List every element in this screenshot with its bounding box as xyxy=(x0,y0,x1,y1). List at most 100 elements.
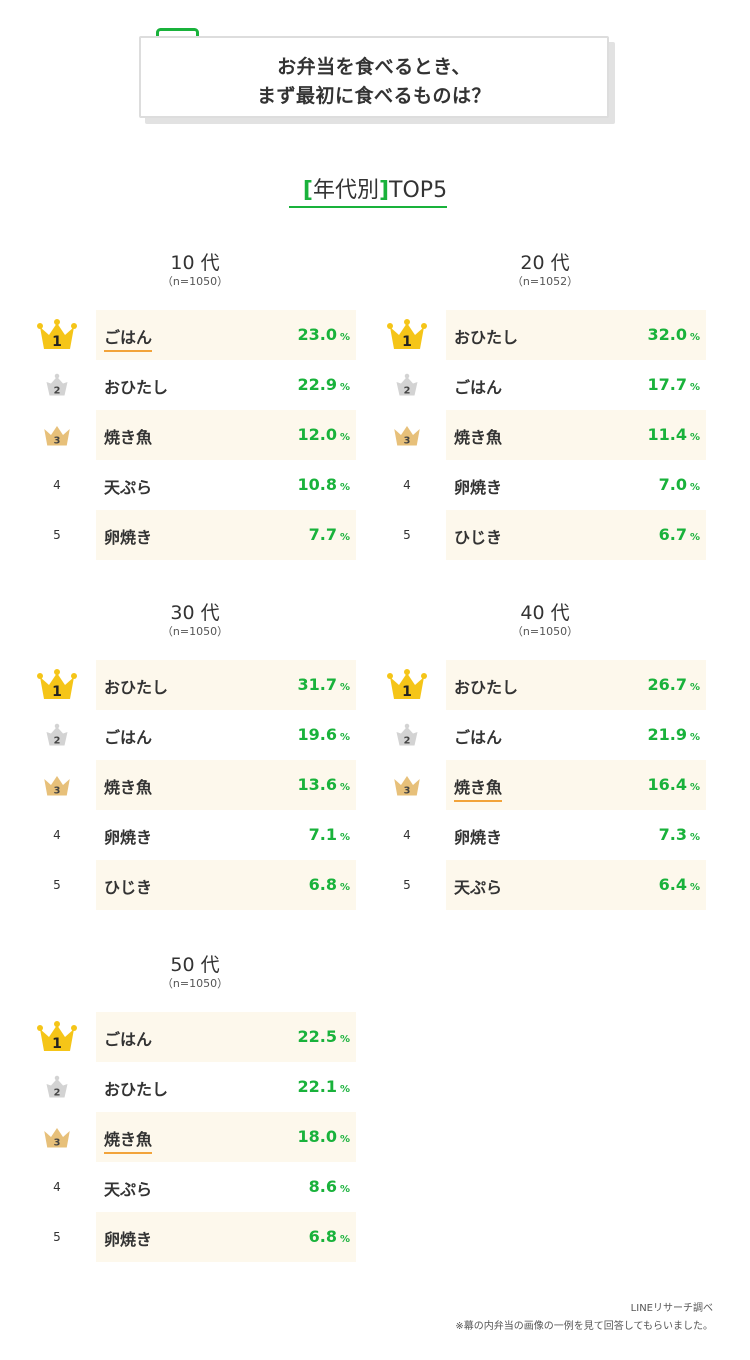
percentage-unit: % xyxy=(339,532,350,543)
percentage-number: 11.4 xyxy=(647,425,687,444)
percentage-number: 23.0 xyxy=(297,325,337,344)
percentage-number: 32.0 xyxy=(647,325,687,344)
percentage-value: 11.4% xyxy=(647,425,700,444)
percentage-value: 6.4% xyxy=(659,875,700,894)
row-background xyxy=(446,510,706,560)
percentage-unit: % xyxy=(339,382,350,393)
item-label: 卵焼き xyxy=(104,828,153,847)
crown-rank-number: 2 xyxy=(54,385,61,396)
sample-size: （n=1050） xyxy=(161,625,229,638)
rank-badge: 5 xyxy=(380,860,434,910)
item-label: 焼き魚 xyxy=(454,774,503,802)
percentage-number: 18.0 xyxy=(297,1127,337,1146)
rank-badge: 2 xyxy=(380,710,434,760)
percentage-value: 7.1% xyxy=(309,825,350,844)
crown-rank-number: 1 xyxy=(402,684,412,700)
rank-number: 5 xyxy=(53,878,61,892)
ranking-row: 3 焼き魚 16.4% xyxy=(380,760,710,810)
age-group: 40 代（n=1050） 1 おひたし 26.7% 2 ごはん 21.9% 3 焼き魚 16.4%… xyxy=(380,598,710,910)
rank-badge: 5 xyxy=(380,510,434,560)
item-label: おひたし xyxy=(104,1080,169,1099)
ranking-row: 5 天ぷら 6.4% xyxy=(380,860,710,910)
item-label: ひじき xyxy=(104,878,153,897)
percentage-unit: % xyxy=(339,832,350,843)
item-label: 卵焼き xyxy=(104,528,153,547)
percentage-number: 19.6 xyxy=(297,725,337,744)
age-group: 20 代（n=1052） 1 おひたし 32.0% 2 ごはん 17.7% 3 焼き魚 11.4%… xyxy=(380,248,710,560)
item-label: 焼き魚 xyxy=(104,1126,153,1154)
percentage-number: 16.4 xyxy=(647,775,687,794)
ranking-row: 4 天ぷら 8.6% xyxy=(30,1162,360,1212)
rank-number: 5 xyxy=(403,878,411,892)
gold-crown-icon: 1 xyxy=(387,669,427,700)
rank-badge: 2 xyxy=(30,360,84,410)
percentage-number: 17.7 xyxy=(647,375,687,394)
percentage-number: 13.6 xyxy=(297,775,337,794)
gold-crown-icon: 1 xyxy=(37,669,77,700)
rank-number: 4 xyxy=(53,828,61,842)
age-group-title: 50 代 xyxy=(170,954,220,976)
row-background xyxy=(96,1012,356,1062)
percentage-number: 26.7 xyxy=(647,675,687,694)
rank-number: 4 xyxy=(53,478,61,492)
crown-rank-number: 1 xyxy=(52,1036,62,1052)
percentage-value: 22.5% xyxy=(297,1027,350,1046)
percentage-unit: % xyxy=(339,782,350,793)
percentage-unit: % xyxy=(689,432,700,443)
row-background xyxy=(96,660,356,710)
percentage-number: 21.9 xyxy=(647,725,687,744)
percentage-number: 7.0 xyxy=(658,475,687,494)
bronze-crown-icon: 3 xyxy=(44,776,70,796)
rank-badge: 4 xyxy=(30,1162,84,1212)
ranking-row: 5 卵焼き 7.7% xyxy=(30,510,360,560)
rank-badge: 2 xyxy=(380,360,434,410)
crown-rank-number: 3 xyxy=(54,435,61,446)
rank-badge: 2 xyxy=(30,710,84,760)
item-label: 焼き魚 xyxy=(104,428,153,447)
percentage-value: 6.7% xyxy=(659,525,700,544)
age-group-title: 20 代 xyxy=(520,252,570,274)
crown-rank-number: 3 xyxy=(404,435,411,446)
ranking-row: 5 ひじき 6.7% xyxy=(380,510,710,560)
crown-rank-number: 1 xyxy=(52,334,62,350)
section-underline xyxy=(289,206,447,208)
percentage-number: 7.1 xyxy=(308,825,337,844)
crown-rank-number: 3 xyxy=(54,1137,61,1148)
percentage-value: 13.6% xyxy=(297,775,350,794)
percentage-value: 32.0% xyxy=(647,325,700,344)
percentage-value: 8.6% xyxy=(309,1177,350,1196)
age-group: 10 代（n=1050） 1 ごはん 23.0% 2 おひたし 22.9% 3 焼き魚 12.0%… xyxy=(30,248,360,560)
percentage-unit: % xyxy=(339,332,350,343)
percentage-unit: % xyxy=(339,1084,350,1095)
rank-badge: 3 xyxy=(30,760,84,810)
row-background xyxy=(446,410,706,460)
rank-badge: 1 xyxy=(30,660,84,710)
percentage-unit: % xyxy=(689,482,700,493)
item-label: 天ぷら xyxy=(454,878,503,897)
footer-source: LINEリサーチ調べ xyxy=(630,1303,713,1314)
bronze-crown-icon: 3 xyxy=(44,1128,70,1148)
ranking-row: 1 ごはん 23.0% xyxy=(30,310,360,360)
row-background xyxy=(446,860,706,910)
percentage-number: 7.3 xyxy=(658,825,687,844)
age-group-title: 10 代 xyxy=(170,252,220,274)
item-label: 天ぷら xyxy=(104,478,153,497)
percentage-unit: % xyxy=(339,1234,350,1245)
percentage-number: 6.8 xyxy=(308,1227,337,1246)
percentage-value: 7.3% xyxy=(659,825,700,844)
item-label: 天ぷら xyxy=(104,1180,153,1199)
percentage-unit: % xyxy=(339,1134,350,1145)
percentage-value: 12.0% xyxy=(297,425,350,444)
percentage-value: 22.9% xyxy=(297,375,350,394)
question-line-1: お弁当を食べるとき、 xyxy=(277,56,471,78)
rank-number: 5 xyxy=(403,528,411,542)
percentage-value: 21.9% xyxy=(647,725,700,744)
bronze-crown-icon: 3 xyxy=(44,426,70,446)
section-title-text: 年代別 xyxy=(312,178,379,203)
item-label: 卵焼き xyxy=(454,478,503,497)
percentage-value: 31.7% xyxy=(297,675,350,694)
item-label: 卵焼き xyxy=(104,1230,153,1249)
row-background xyxy=(96,410,356,460)
item-label: ごはん xyxy=(454,728,503,747)
percentage-unit: % xyxy=(689,332,700,343)
